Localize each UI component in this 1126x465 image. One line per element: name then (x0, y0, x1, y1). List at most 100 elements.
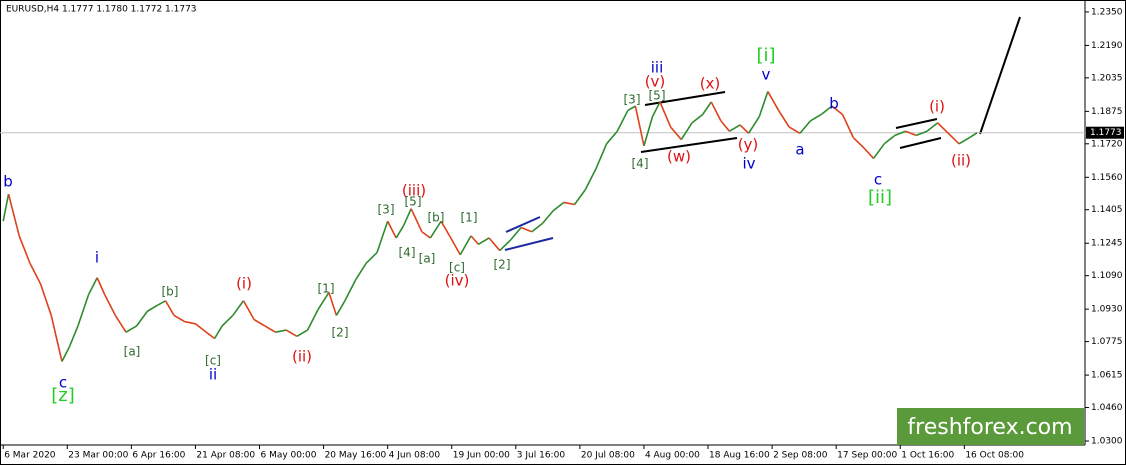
price-segment (883, 134, 896, 145)
price-segment (831, 105, 844, 116)
y-tick-label: 1.0930 (1091, 305, 1123, 315)
chart-title: EURUSD,H4 1.1777 1.1780 1.1772 1.1773 (6, 5, 197, 15)
price-segment (365, 252, 378, 264)
y-tick-label: 1.2350 (1091, 7, 1123, 17)
wave-label: [3] (624, 93, 641, 107)
wave-label: (v) (645, 73, 666, 91)
price-segment (531, 222, 543, 233)
wave-label: [1] (318, 282, 335, 296)
price-segment (68, 325, 79, 348)
wave-label: [a] (124, 345, 141, 359)
current-price-label: 1.1773 (1090, 128, 1122, 138)
x-tick-label: 21 Apr 08:00 (196, 451, 255, 461)
wave-label: [i] (756, 45, 775, 66)
price-segment (50, 315, 63, 362)
y-tick-label: 1.0615 (1091, 371, 1123, 381)
y-tick-label: 1.1245 (1091, 239, 1123, 249)
x-tick-label: 1 Oct 16:00 (901, 451, 954, 461)
price-segment (29, 262, 42, 285)
price-segment (499, 239, 512, 252)
price-segment (296, 329, 308, 338)
wave-label: [z] (51, 385, 75, 406)
price-segment (541, 210, 554, 224)
y-tick-label: 1.1560 (1091, 173, 1123, 183)
wave-label: [ii] (868, 187, 892, 208)
wave-label: (x) (700, 75, 721, 93)
wave-label: (iii) (402, 182, 426, 200)
wave-label: [c] (205, 354, 221, 368)
wave-label: [b] (428, 211, 445, 225)
x-tick-label: 6 May 00:00 (261, 451, 317, 461)
projection-line (979, 16, 1021, 135)
wave-label: [2] (494, 258, 511, 272)
price-segment (767, 91, 780, 111)
y-tick-label: 1.1875 (1091, 107, 1123, 117)
trend-line (895, 118, 938, 129)
price-segment (758, 91, 769, 117)
price-segment (509, 227, 522, 241)
y-tick-label: 1.0775 (1091, 337, 1123, 347)
x-tick-label: 18 Aug 16:00 (709, 451, 770, 461)
price-segment (634, 105, 645, 147)
price-segment (584, 168, 597, 191)
wave-label: c (59, 374, 67, 392)
y-tick-label: 1.1720 (1091, 139, 1123, 149)
price-segment (242, 300, 255, 321)
price-segment (643, 116, 654, 147)
wave-label: [b] (162, 285, 179, 299)
trend-line (644, 91, 726, 106)
wave-label: iv (742, 155, 755, 173)
y-tick-label: 1.0300 (1091, 437, 1123, 447)
wave-label: (ii) (951, 152, 971, 170)
y-tick-label: 1.1405 (1091, 205, 1123, 215)
watermark: freshforex.com (907, 415, 1072, 440)
wave-label: [4] (399, 246, 416, 260)
wave-label: b (3, 173, 13, 191)
wave-label: (i) (236, 275, 252, 293)
wave-label: [c] (449, 261, 465, 275)
price-segment (852, 136, 865, 149)
price-segment (410, 208, 423, 233)
wave-label: (iv) (445, 272, 470, 290)
price-segment (96, 277, 106, 295)
price-segment (328, 292, 338, 316)
wave-label: [2] (332, 326, 349, 340)
price-segment (448, 235, 461, 256)
price-segment (969, 132, 978, 139)
price-segment (670, 126, 682, 141)
price-segment (7, 193, 20, 237)
y-tick-label: 1.1090 (1091, 271, 1123, 281)
price-segment (788, 126, 801, 135)
trend-line (640, 137, 738, 153)
price-segment (937, 122, 949, 134)
price-segment (616, 109, 629, 132)
price-segment (627, 105, 636, 112)
price-segment (429, 220, 442, 239)
wave-label: [4] (632, 157, 649, 171)
price-segment (747, 116, 760, 134)
x-tick-label: 3 Jul 16:00 (517, 451, 566, 461)
watermark-box (897, 408, 1084, 445)
price-segment (820, 105, 833, 116)
wave-label: c (874, 171, 882, 189)
price-segment (395, 225, 405, 239)
current-price-box (1086, 126, 1124, 139)
price-segment (691, 113, 704, 124)
x-tick-label: 20 Jul 08:00 (581, 451, 635, 461)
price-segment (77, 294, 90, 327)
wave-label: b (829, 95, 839, 113)
price-segment (958, 136, 971, 145)
x-tick-label: 6 Apr 16:00 (132, 451, 185, 461)
price-segment (421, 231, 431, 239)
x-tick-label: 17 Sep 00:00 (837, 451, 897, 461)
price-segment (894, 130, 906, 137)
wave-label: iii (651, 59, 664, 77)
wave-label: (y) (738, 136, 759, 154)
x-tick-label: 2 Sep 08:00 (773, 451, 828, 461)
x-tick-label: 20 May 16:00 (325, 451, 387, 461)
x-tick-label: 4 Aug 00:00 (645, 451, 700, 461)
price-segment (386, 220, 397, 239)
trend-lines (504, 16, 1021, 251)
